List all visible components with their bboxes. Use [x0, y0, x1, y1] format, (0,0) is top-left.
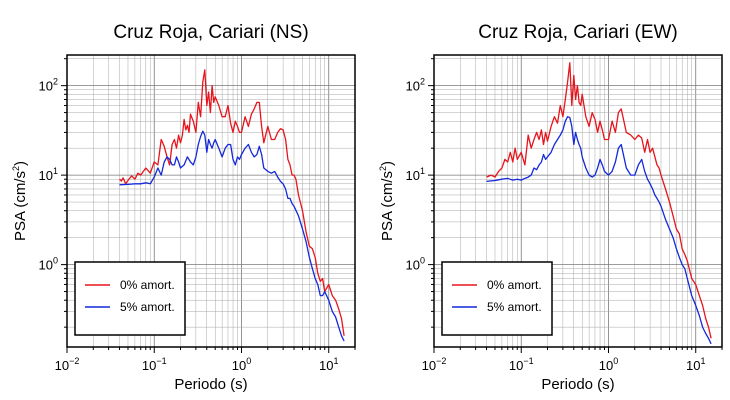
chart-0-y-tick-label: 100 — [39, 256, 58, 273]
chart-0-x-tick-label: 101 — [319, 356, 338, 373]
chart-0-legend-label-0: 0% amort. — [120, 278, 175, 292]
chart-1-y-tick-label: 101 — [406, 166, 425, 183]
chart-0-x-tick-label: 10−2 — [55, 356, 80, 373]
chart-1-x-axis-label: Periodo (s) — [541, 376, 614, 393]
chart-0-series-1-line — [119, 130, 345, 342]
chart-0-plot-frame — [66, 54, 356, 348]
chart-0-x-tick-label: 10−1 — [142, 356, 167, 373]
chart-1-y-tick-label: 102 — [406, 77, 425, 94]
chart-1-legend-label-1: 5% amort. — [487, 300, 542, 314]
chart-1-y-tick-label: 100 — [406, 256, 425, 273]
chart-0-x-axis-label: Periodo (s) — [174, 376, 247, 393]
chart-0-title: Cruz Roja, Cariari (NS) — [113, 22, 308, 43]
chart-0-x-tick-label: 100 — [232, 356, 251, 373]
chart-1-series-0-line — [486, 62, 712, 339]
chart-0-legend-label-1: 5% amort. — [120, 300, 175, 314]
chart-1-x-tick-label: 10−2 — [422, 356, 447, 373]
chart-panel-ew: Cruz Roja, Cariari (EW) 10−2 10−1 100 101 100… — [378, 22, 723, 393]
chart-1-plot-frame — [433, 54, 723, 348]
chart-1-legend-box — [441, 261, 553, 336]
chart-1-legend-label-0: 0% amort. — [487, 278, 542, 292]
chart-1-series-1-line — [486, 116, 712, 345]
chart-1-x-tick-label: 100 — [599, 356, 618, 373]
chart-1-y-axis-label: PSA (cm/s2) — [378, 161, 396, 241]
chart-0-legend-box — [74, 261, 186, 336]
chart-1-legend: 0% amort. 5% amort. — [441, 261, 553, 336]
chart-0-y-tick-label: 101 — [39, 166, 58, 183]
chart-panel-ns: Cruz Roja, Cariari (NS) 10−2 10−1 100 101 100… — [11, 22, 356, 393]
chart-1-title: Cruz Roja, Cariari (EW) — [478, 22, 678, 43]
chart-1-x-tick-label: 101 — [686, 356, 705, 373]
chart-0-y-tick-label: 102 — [39, 77, 58, 94]
chart-1-x-tick-label: 10−1 — [509, 356, 534, 373]
chart-0-series-0-line — [119, 69, 345, 336]
chart-0-y-axis-label: PSA (cm/s2) — [11, 161, 29, 241]
chart-0-legend: 0% amort. 5% amort. — [74, 261, 186, 336]
